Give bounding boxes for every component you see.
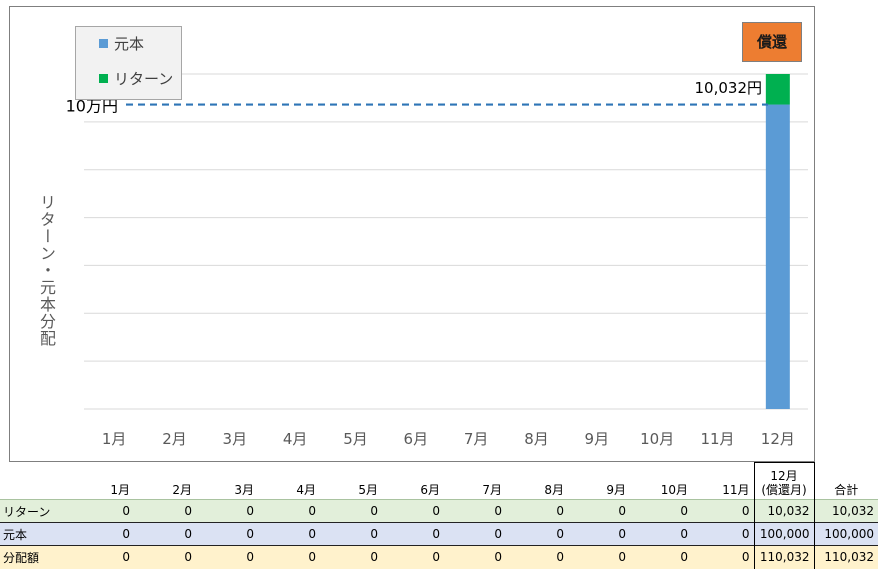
table-cell: 0 [320, 545, 382, 569]
header-month: 10月 [660, 483, 688, 497]
x-tick-label: 1月 [102, 430, 127, 448]
table-cell: 10,032 [753, 499, 815, 523]
data-table: 1月 2月 3月 4月 5月 6月 7月 8月 9月 10月 11月 12月 (償… [0, 462, 878, 569]
legend: 元本 リターン [75, 26, 182, 100]
table-cell: 0 [196, 522, 258, 546]
x-tick-label: 11月 [700, 430, 734, 448]
table-cell: 0 [692, 499, 754, 523]
x-tick-label: 4月 [283, 430, 308, 448]
table-cell: 0 [196, 545, 258, 569]
table-cell: 0 [196, 499, 258, 523]
x-tick-label: 7月 [464, 430, 489, 448]
header-month: 4月 [296, 483, 316, 497]
reference-line-label: 10万円 [66, 97, 118, 116]
table-cell-total: 10,032 [814, 499, 878, 523]
table-cell: 0 [444, 545, 506, 569]
header-month: 1月 [110, 483, 130, 497]
table-cell-total: 110,032 [814, 545, 878, 569]
header-month: 7月 [482, 483, 502, 497]
header-month: 3月 [234, 483, 254, 497]
header-total: 合計 [834, 483, 859, 497]
x-tick-label: 9月 [585, 430, 610, 448]
table-cell: 0 [568, 545, 630, 569]
table-row-distribution: 分配額 0 0 0 0 0 0 0 0 0 0 0 110,032 110,03… [0, 545, 878, 569]
table-cell: 0 [134, 499, 196, 523]
x-tick-label: 5月 [343, 430, 368, 448]
row-label: 分配額 [0, 545, 82, 569]
header-repayment-month: (償還月) [761, 483, 807, 497]
table-cell: 0 [382, 522, 444, 546]
x-tick-label: 12月 [761, 430, 795, 448]
bar-principal-12 [765, 104, 790, 409]
header-corner [0, 463, 82, 500]
table-cell: 0 [258, 522, 320, 546]
table-cell: 0 [506, 499, 568, 523]
x-tick-labels: 1月 2月 3月 4月 5月 6月 7月 8月 9月 10月 11月 12月 [102, 430, 795, 448]
table-cell: 0 [382, 499, 444, 523]
legend-swatch-principal [99, 39, 108, 48]
table-cell: 0 [630, 545, 692, 569]
table-cell: 0 [692, 545, 754, 569]
legend-label-return: リターン [114, 70, 174, 88]
x-tick-label: 10月 [640, 430, 674, 448]
header-month-12-label: 12月 [770, 469, 798, 483]
row-label: 元本 [0, 522, 82, 546]
table-cell: 0 [320, 522, 382, 546]
y-axis-label: リターン・元本分配 [37, 194, 56, 347]
table-cell: 0 [258, 545, 320, 569]
table-cell-total: 100,000 [814, 522, 878, 546]
table-cell: 0 [82, 499, 134, 523]
table-row-principal: 元本 0 0 0 0 0 0 0 0 0 0 0 100,000 100,000 [0, 522, 878, 546]
header-month: 8月 [544, 483, 564, 497]
table-cell: 0 [320, 499, 382, 523]
table-cell: 0 [692, 522, 754, 546]
legend-swatch-return [99, 74, 108, 83]
row-label: リターン [0, 499, 82, 523]
table-cell: 0 [568, 499, 630, 523]
table-cell: 0 [444, 522, 506, 546]
table-cell: 0 [568, 522, 630, 546]
header-month: 9月 [606, 483, 626, 497]
chart-area: 1月 2月 3月 4月 5月 6月 7月 8月 9月 10月 11月 12月 10万円 10,032円 [9, 6, 815, 462]
table-cell: 0 [506, 522, 568, 546]
table-cell: 0 [444, 499, 506, 523]
bar-return-12 [765, 74, 790, 105]
header-month: 11月 [722, 483, 750, 497]
table-row-return: リターン 0 0 0 0 0 0 0 0 0 0 0 10,032 10,032 [0, 499, 878, 523]
table-cell: 0 [82, 522, 134, 546]
header-month: 5月 [358, 483, 378, 497]
header-month: 6月 [420, 483, 440, 497]
header-month-12: 12月 (償還月) [753, 462, 815, 500]
repayment-badge: 償還 [742, 22, 802, 62]
table-cell: 0 [506, 545, 568, 569]
table-header-row: 1月 2月 3月 4月 5月 6月 7月 8月 9月 10月 11月 12月 (償… [0, 462, 878, 500]
table-cell: 0 [134, 522, 196, 546]
x-tick-label: 8月 [524, 430, 549, 448]
x-tick-label: 6月 [404, 430, 429, 448]
table-cell: 0 [382, 545, 444, 569]
table-cell: 0 [134, 545, 196, 569]
x-tick-label: 3月 [223, 430, 248, 448]
table-cell: 0 [258, 499, 320, 523]
header-month: 2月 [172, 483, 192, 497]
bar-annotation-return: 10,032円 [695, 79, 763, 97]
gridlines [84, 73, 808, 410]
table-cell: 0 [630, 522, 692, 546]
table-cell: 110,032 [753, 545, 815, 569]
table-cell: 0 [630, 499, 692, 523]
legend-item-return: リターン [99, 69, 173, 89]
table-cell: 100,000 [753, 522, 815, 546]
legend-label-principal: 元本 [114, 35, 145, 53]
legend-item-principal: 元本 [99, 34, 144, 54]
table-cell: 0 [82, 545, 134, 569]
x-tick-label: 2月 [162, 430, 187, 448]
bars [765, 74, 790, 409]
